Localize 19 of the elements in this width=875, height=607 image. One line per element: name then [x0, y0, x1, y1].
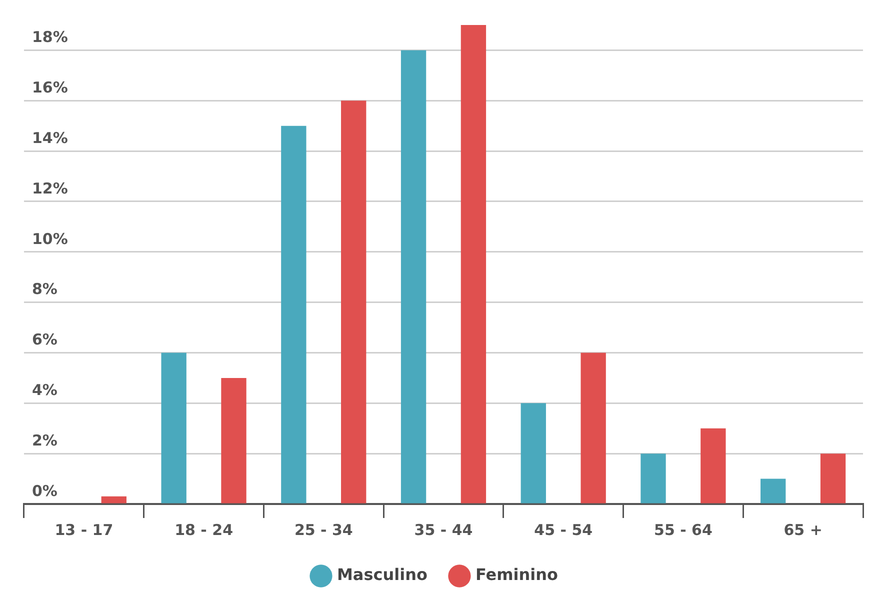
y-tick-label: 18%: [32, 28, 68, 46]
x-tick-label: 18 - 24: [174, 520, 233, 539]
x-tick-label: 25 - 34: [294, 520, 353, 539]
y-tick-label: 4%: [32, 381, 58, 400]
y-tick-label: 2%: [32, 431, 58, 450]
x-tick-label: 65 +: [784, 520, 822, 539]
x-tick-label: 13 - 17: [54, 520, 114, 539]
y-tick-label: 0%: [32, 482, 58, 500]
x-tick-label: 45 - 54: [534, 520, 593, 539]
y-tick-label: 6%: [32, 330, 58, 349]
legend-label: Masculino: [336, 565, 428, 584]
y-tick-label: 8%: [32, 280, 58, 298]
x-tick-label: 35 - 44: [414, 520, 473, 539]
y-tick-label: 10%: [32, 230, 68, 248]
legend-label: Feminino: [475, 565, 558, 584]
y-tick-label: 14%: [32, 128, 68, 147]
x-tick-label: 55 - 64: [654, 520, 712, 539]
y-tick-label: 16%: [32, 78, 68, 97]
y-tick-label: 12%: [32, 179, 68, 198]
